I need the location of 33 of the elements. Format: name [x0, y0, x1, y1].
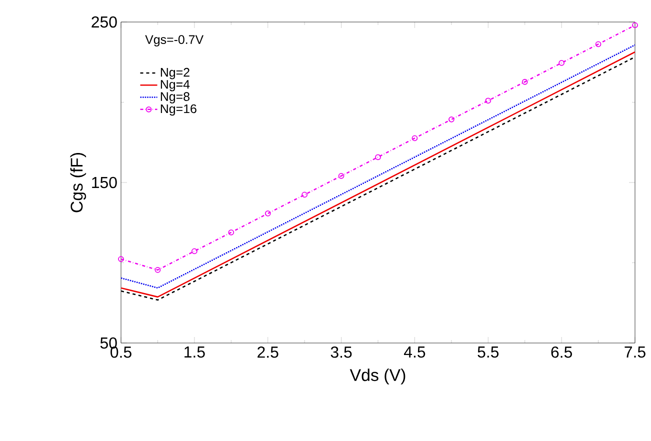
- point: [154, 267, 161, 273]
- point: [228, 229, 234, 236]
- point: [448, 116, 454, 122]
- point: [595, 41, 602, 48]
- point: [632, 22, 638, 28]
- legend-title: Vgs=-0.7V: [145, 35, 204, 46]
- y-axis-title: Cgs (fF): [70, 152, 86, 212]
- y-tick-label: 150: [92, 176, 117, 188]
- point: [191, 248, 198, 254]
- x-axis-title: Vds (V): [350, 368, 406, 384]
- point: [118, 256, 124, 262]
- point: [522, 78, 528, 85]
- legend-label: Ng=4: [160, 80, 190, 92]
- legend-label: Ng=8: [160, 92, 190, 104]
- x-tick-label: 5.5: [478, 346, 499, 358]
- y-tick-label: 250: [92, 16, 117, 28]
- legend-label: Ng=2: [160, 68, 190, 80]
- y-tick-label: 50: [100, 337, 117, 349]
- x-tick-label: 2.5: [258, 346, 278, 358]
- point: [264, 210, 271, 216]
- point: [338, 172, 344, 179]
- x-tick-label: 6.5: [551, 346, 572, 358]
- point: [558, 60, 565, 66]
- x-tick-label: 7.5: [624, 346, 646, 358]
- point: [412, 135, 418, 142]
- x-tick-label: 3.5: [330, 346, 352, 358]
- legend-label: Ng=16: [160, 104, 196, 116]
- x-tick-label: 1.5: [184, 346, 205, 358]
- point: [302, 192, 308, 198]
- x-tick-label: 4.5: [404, 346, 426, 358]
- point: [485, 98, 492, 104]
- point: [375, 154, 381, 160]
- x-tick-label: 0.5: [110, 346, 132, 358]
